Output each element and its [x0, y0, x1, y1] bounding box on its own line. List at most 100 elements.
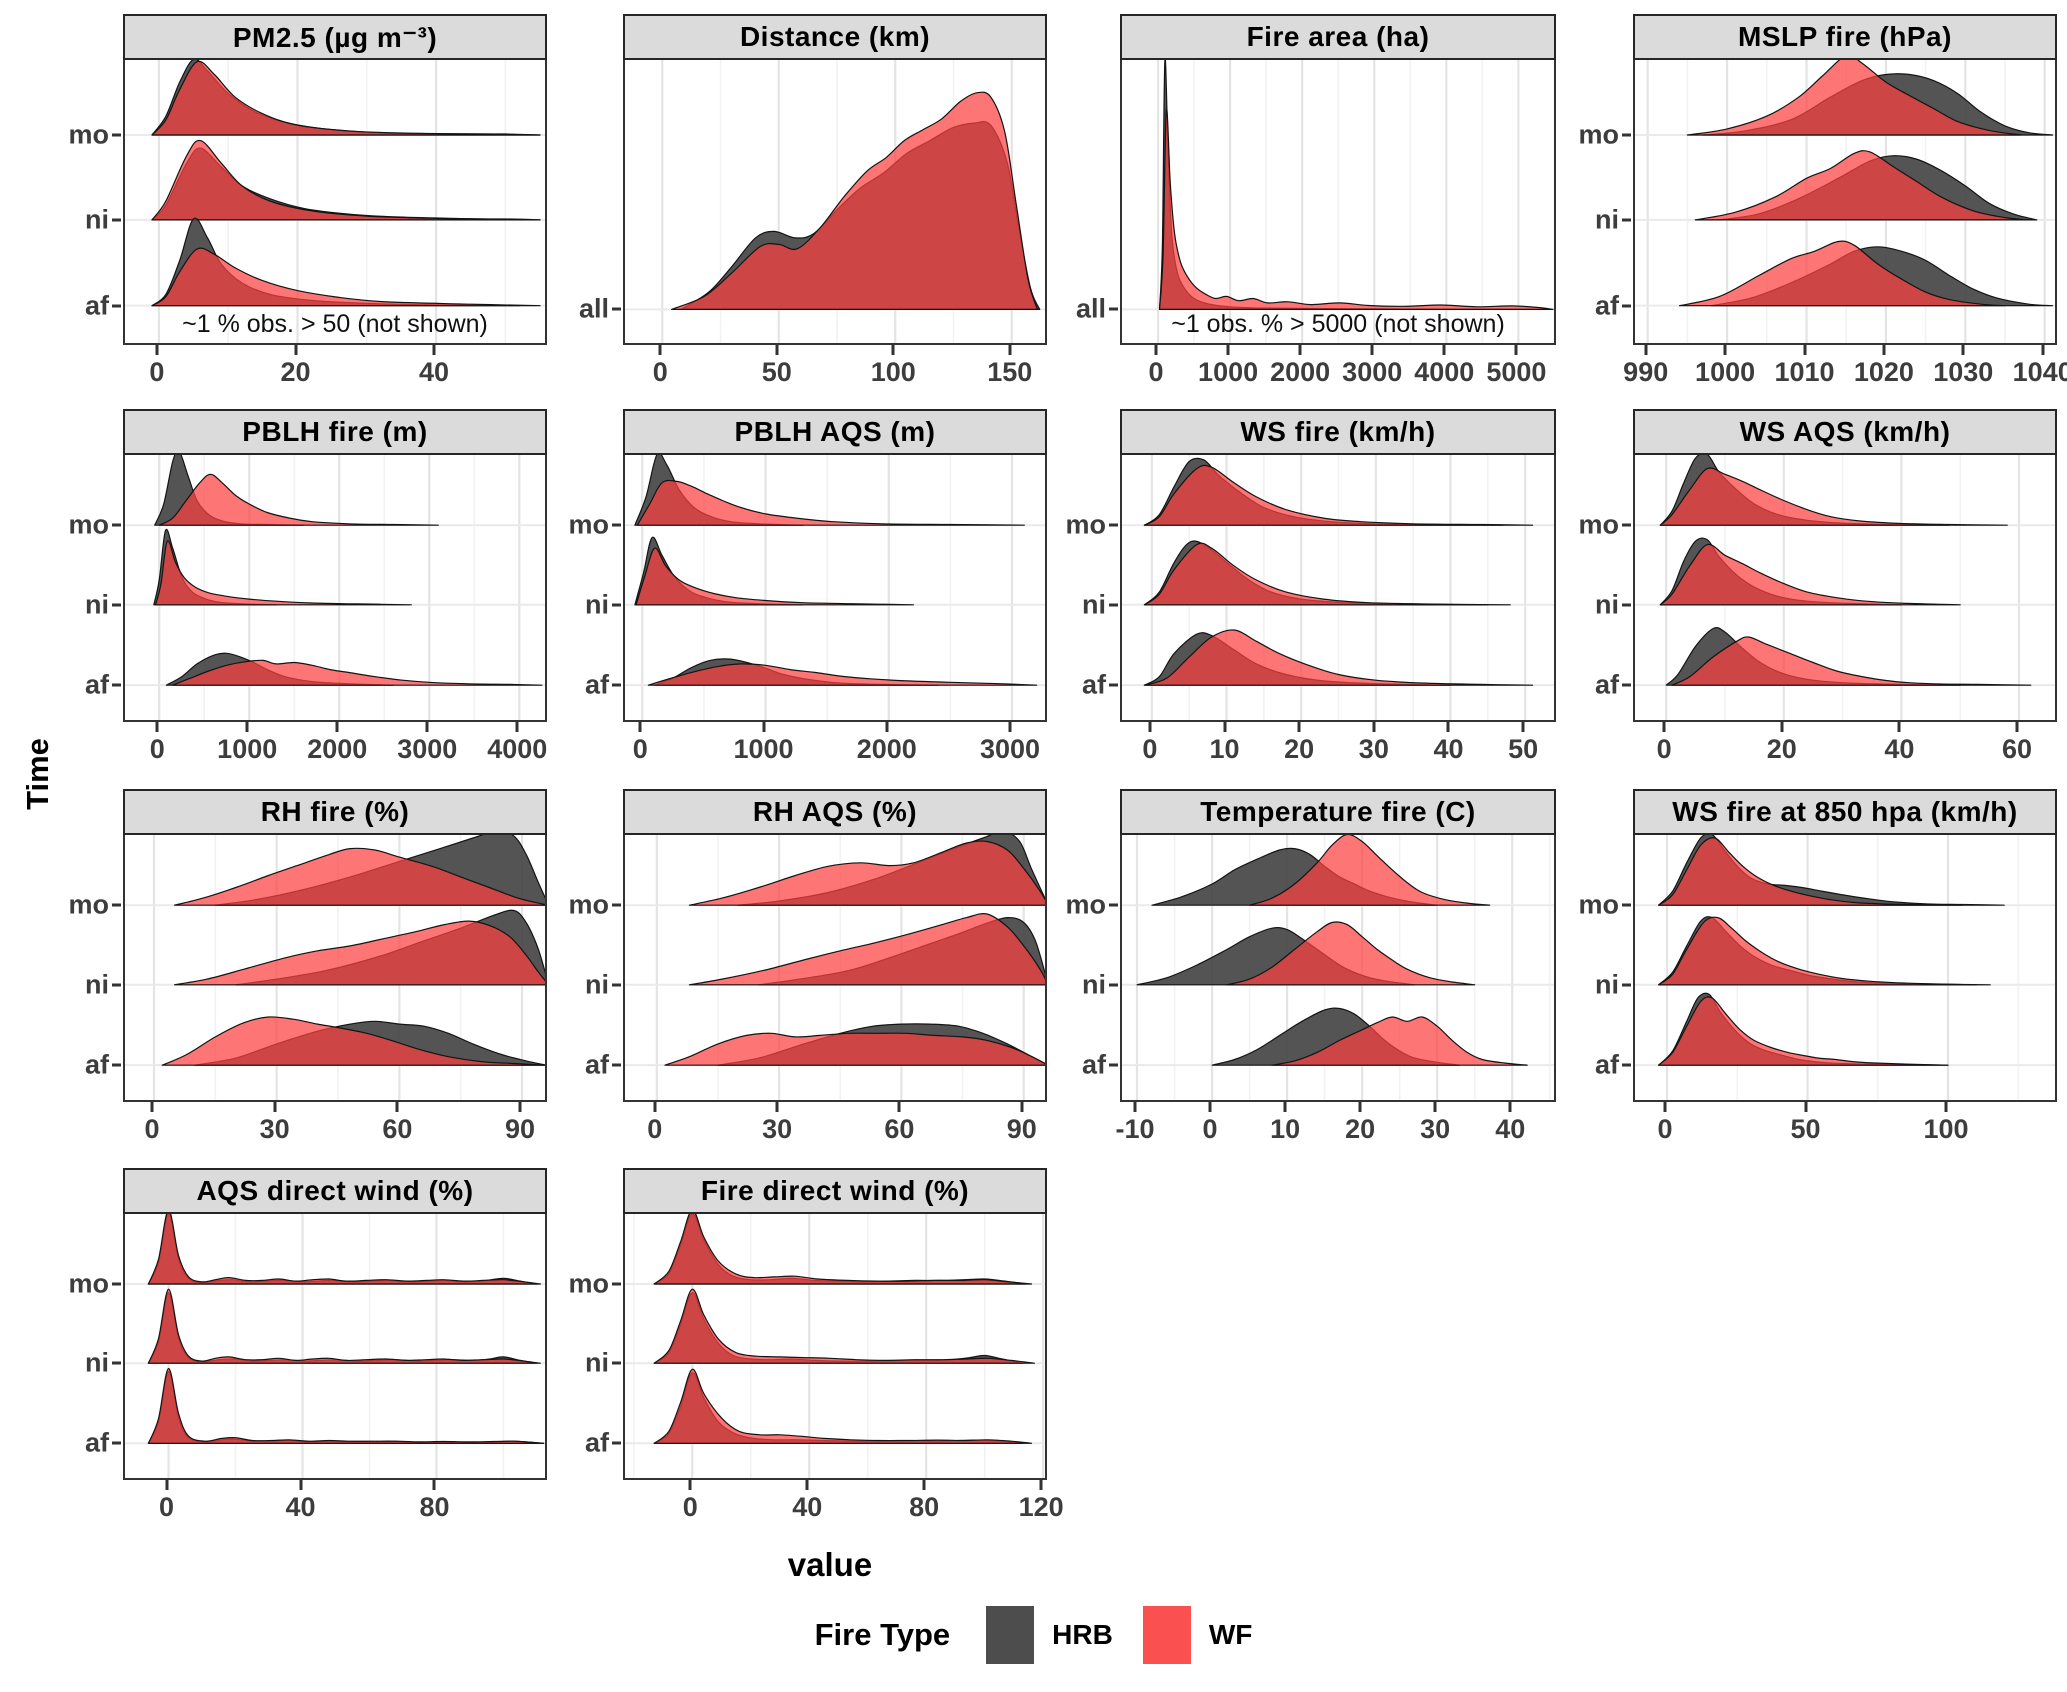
ridges-svg-fire-area-ha [1122, 60, 1554, 343]
x-tick-label: 10 [1209, 734, 1240, 764]
x-tick-mark [775, 345, 779, 355]
density-wf-all-distance-km [671, 91, 1038, 310]
x-tick-label: 1010 [1774, 357, 1835, 387]
y-tick-mark [112, 983, 121, 987]
density-wf-mo-ws-fire-km-h [1143, 464, 1534, 526]
x-tick-label: -10 [1115, 1114, 1155, 1144]
x-tick-label: 20 [1345, 1114, 1376, 1144]
y-tick-mark [612, 903, 621, 907]
density-wf-af-fire-direct-wind [653, 1368, 1033, 1444]
density-wf-mo-rh-aqs [688, 840, 1045, 906]
panel-plot-pm2-5-g-m: ~1 % obs. > 50 (not shown) [123, 60, 547, 345]
x-tick-label: 40 [792, 1492, 823, 1522]
density-wf-mo-fire-direct-wind [653, 1214, 1033, 1285]
x-tick-mark [1283, 1102, 1287, 1112]
x-tick-label: 100 [1923, 1114, 1969, 1144]
density-wf-ni-fire-direct-wind [653, 1288, 1035, 1364]
x-tick-mark [518, 1102, 522, 1112]
ridges-svg-pblh-aqs-m [625, 455, 1045, 720]
y-tick-label-ni: ni [85, 204, 109, 235]
x-tick-label: 100 [870, 357, 916, 387]
x-axis-ws-aqs-km-h: 0 20 40 60 [1633, 722, 2057, 772]
legend-title: Fire Type [814, 1617, 951, 1652]
x-tick-mark [425, 722, 429, 732]
x-tick-label: 40 [285, 1492, 316, 1522]
x-tick-mark [1008, 345, 1012, 355]
y-tick-mark [612, 603, 621, 607]
x-tick-label: 10 [1270, 1114, 1301, 1144]
x-tick-label: 0 [647, 1114, 663, 1144]
x-tick-mark [1442, 345, 1446, 355]
y-tick-label-af: af [84, 1427, 109, 1458]
x-tick-mark [1008, 722, 1012, 732]
density-wf-af-rh-fire [161, 1016, 545, 1066]
x-tick-mark [1433, 1102, 1437, 1112]
y-tick-mark [1109, 307, 1118, 311]
ridges-svg-pblh-fire-m [125, 455, 545, 720]
panel-title-temperature-fire-c: Temperature fire (C) [1200, 796, 1476, 827]
x-tick-mark [2015, 722, 2019, 732]
x-tick-mark [638, 722, 642, 732]
y-tick-label-mo: mo [68, 509, 110, 540]
x-tick-mark [1961, 345, 1965, 355]
x-tick-label: 2000 [856, 734, 917, 764]
y-tick-label-mo: mo [1578, 119, 1620, 150]
panel-title-fire-direct-wind: Fire direct wind (%) [700, 1175, 970, 1206]
x-tick-label: 30 [762, 1114, 793, 1144]
x-tick-label: 0 [1148, 357, 1164, 387]
y-tick-mark [612, 683, 621, 687]
panel-plot-distance-km [623, 60, 1047, 345]
x-tick-mark [1297, 722, 1301, 732]
y-tick-label-ni: ni [585, 1347, 609, 1378]
density-wf-af-pblh-fire-m [172, 659, 543, 686]
y-tick-label-af: af [84, 669, 109, 700]
x-tick-mark [245, 722, 249, 732]
density-wf-ni-rh-aqs [688, 913, 1045, 986]
y-tick-mark [1622, 983, 1631, 987]
x-tick-mark [155, 345, 159, 355]
density-wf-mo-pblh-aqs-m [636, 479, 1025, 526]
wf-color-swatch [1142, 1606, 1191, 1664]
x-tick-label: 80 [909, 1492, 940, 1522]
y-tick-label-mo: mo [568, 1268, 610, 1299]
x-tick-mark [1521, 722, 1525, 732]
density-wf-ni-ws-fire-km-h [1143, 542, 1511, 606]
density-wf-all-fire-area-ha [1158, 108, 1554, 310]
x-tick-label: 40 [1495, 1114, 1526, 1144]
x-tick-label: 0 [149, 357, 165, 387]
y-tick-mark [1109, 603, 1118, 607]
y-tick-mark [612, 1361, 621, 1365]
y-tick-mark [112, 133, 121, 137]
panel-strip-ws-fire-km-h: WS fire (km/h) [1120, 409, 1556, 455]
legend-item-hrb: HRB [986, 1606, 1113, 1664]
y-tick-mark [112, 304, 121, 308]
x-tick-label: 1000 [1695, 357, 1756, 387]
x-tick-label: 60 [884, 1114, 915, 1144]
x-tick-label: 90 [504, 1114, 536, 1144]
x-axis-distance-km: 0 50 100 150 [623, 345, 1047, 395]
x-tick-mark [1514, 345, 1518, 355]
x-tick-mark [1663, 1102, 1667, 1112]
y-tick-mark [1622, 1063, 1631, 1067]
panel-strip-aqs-direct-wind: AQS direct wind (%) [123, 1168, 547, 1214]
panel-title-mslp-fire-hpa: MSLP fire (hPa) [1738, 21, 1952, 52]
panel-plot-aqs-direct-wind [123, 1214, 547, 1480]
hrb-color-swatch [986, 1606, 1035, 1664]
x-tick-label: 1000 [733, 734, 794, 764]
y-tick-label-mo: mo [68, 119, 110, 150]
panel-plot-mslp-fire-hpa [1633, 60, 2057, 345]
ridges-svg-fire-direct-wind [625, 1214, 1045, 1478]
panel-plot-ws-fire-km-h [1120, 455, 1556, 722]
x-tick-mark [1208, 1102, 1212, 1112]
y-tick-label-ni: ni [85, 969, 109, 1000]
y-tick-mark [1622, 218, 1631, 222]
y-tick-label-ni: ni [585, 969, 609, 1000]
density-wf-af-aqs-direct-wind [147, 1367, 545, 1444]
panel-plot-ws-fire-at-850-hpa-km-h [1633, 835, 2057, 1102]
x-tick-label: 0 [632, 734, 648, 764]
y-tick-mark [112, 1361, 121, 1365]
panel-strip-rh-aqs: RH AQS (%) [623, 789, 1047, 835]
density-hrb-af-aqs-direct-wind [147, 1370, 545, 1444]
x-tick-label: 90 [1006, 1114, 1037, 1144]
x-tick-label: 2000 [307, 734, 368, 764]
